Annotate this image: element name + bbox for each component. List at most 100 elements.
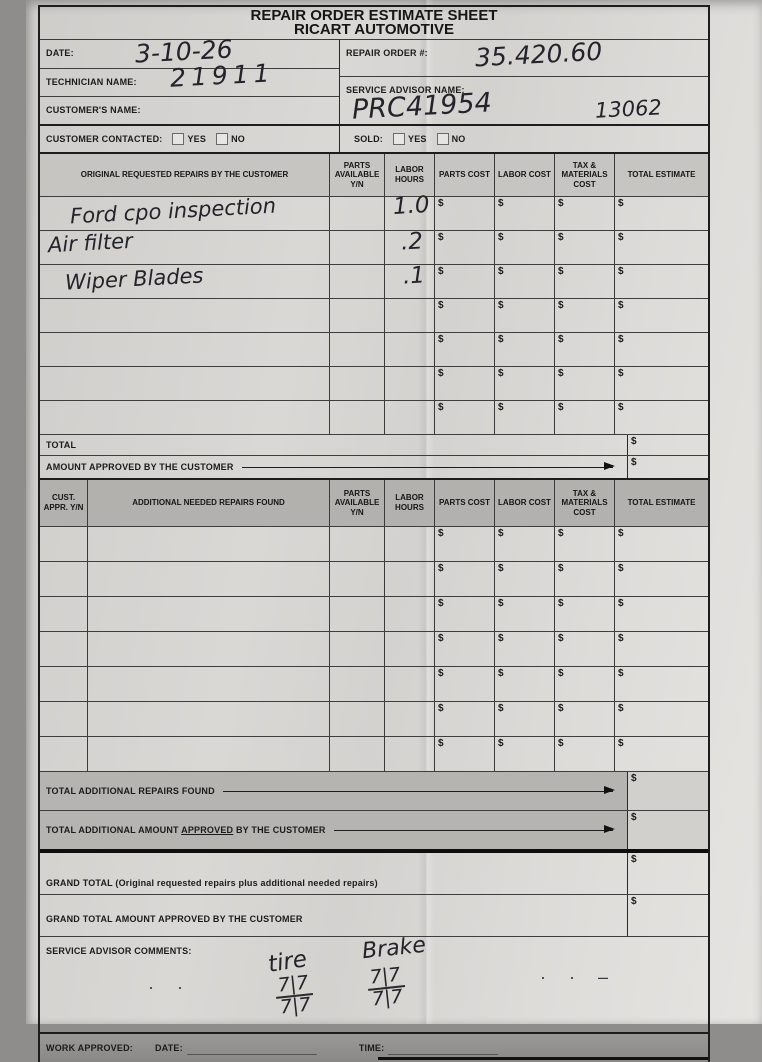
total-additional-approved-label: TOTAL ADDITIONAL AMOUNT APPROVED BY THE … [46, 825, 326, 835]
col-cust-appr: CUST. APPR. Y/N [40, 480, 88, 526]
sold-no-label: NO [451, 134, 466, 144]
original-row-2: Air filter .2 $ $ $ $ [40, 228, 708, 264]
col-tax-materials-cost: TAX & MATERIALS COST [555, 154, 615, 196]
dollar-sign: $ [558, 633, 564, 644]
dollar-sign: $ [558, 528, 564, 539]
stray-ink-marks: · · [148, 977, 192, 997]
dollar-sign: $ [618, 300, 624, 311]
labor-hours-handwritten: .1 [402, 262, 426, 290]
footer-date-label: DATE: [154, 1043, 183, 1053]
dollar-sign: $ [618, 528, 624, 539]
original-table-header: ORIGINAL REQUESTED REPAIRS BY THE CUSTOM… [40, 152, 708, 196]
dollar-sign: $ [618, 703, 624, 714]
additional-row-5: $ $ $ $ [40, 666, 708, 701]
dollar-sign: $ [631, 436, 637, 447]
dollar-sign: $ [498, 232, 504, 243]
dollar-sign: $ [438, 528, 444, 539]
additional-row-2: $ $ $ $ [40, 561, 708, 596]
dollar-sign: $ [498, 368, 504, 379]
labor-hours-handwritten: 1.0 [392, 192, 431, 220]
dollar-sign: $ [618, 198, 624, 209]
customer-contacted-no-checkbox [216, 133, 229, 145]
grand-total-label: GRAND TOTAL (Original requested repairs … [46, 878, 378, 888]
repair-order-label: REPAIR ORDER #: [346, 48, 428, 58]
dollar-sign: $ [438, 703, 444, 714]
additional-row-3: $ $ $ $ [40, 596, 708, 631]
dollar-sign: $ [558, 198, 564, 209]
repair-description-handwritten: Air filter [47, 228, 134, 258]
service-advisor-field: SERVICE ADVISOR NAME: PRC41954 13062 [340, 76, 708, 126]
thick-divider [40, 849, 708, 853]
grand-total-approved-label: GRAND TOTAL AMOUNT APPROVED BY THE CUSTO… [46, 914, 303, 924]
additional-row-4: $ $ $ $ [40, 631, 708, 666]
service-advisor-code-value: 13062 [594, 95, 663, 123]
dollar-sign: $ [498, 703, 504, 714]
sold-yes-checkbox [393, 133, 405, 145]
dollar-sign: $ [438, 598, 444, 609]
dollar-sign: $ [498, 563, 504, 574]
approved-arrow [241, 461, 616, 470]
technician-label: TECHNICIAN NAME: [46, 77, 137, 87]
title-line-2: RICART AUTOMOTIVE [294, 21, 454, 38]
dollar-sign: $ [498, 738, 504, 749]
repair-order-field: REPAIR ORDER #: 35.420.60 [340, 37, 708, 76]
additional-row-6: $ $ $ $ [40, 701, 708, 736]
dollar-sign: $ [558, 300, 564, 311]
dollar-sign: $ [631, 854, 637, 865]
dollar-sign: $ [498, 528, 504, 539]
dollar-sign: $ [558, 738, 564, 749]
grand-total-approved-row: GRAND TOTAL AMOUNT APPROVED BY THE CUSTO… [40, 894, 708, 936]
repair-description-handwritten: Ford cpo inspection [69, 193, 277, 229]
bottom-edge-mark [378, 1057, 708, 1060]
header-left-column: DATE: 3-10-26 TECHNICIAN NAME: 21911 CUS… [40, 34, 340, 124]
sold-yes-label: YES [408, 134, 427, 144]
additional-row-1: $ $ $ $ [40, 526, 708, 561]
technician-handwritten-value: 21911 [169, 58, 276, 93]
dollar-sign: $ [618, 334, 624, 345]
customer-contacted-yes-checkbox [172, 133, 185, 145]
dollar-sign: $ [498, 334, 504, 345]
dollar-sign: $ [558, 598, 564, 609]
amount-approved-label: AMOUNT APPROVED BY THE CUSTOMER [46, 462, 234, 472]
original-row-4: $ $ $ $ [40, 298, 708, 332]
dollar-sign: $ [558, 402, 564, 413]
title-line-1: REPAIR ORDER ESTIMATE SHEET [250, 7, 498, 24]
date-signature-line [186, 1042, 317, 1055]
repair-description-handwritten: Wiper Blades [64, 263, 205, 295]
form-title: REPAIR ORDER ESTIMATE SHEET RICART AUTOM… [40, 7, 708, 39]
col-total-estimate: TOTAL ESTIMATE [627, 170, 696, 180]
repair-order-form: REPAIR ORDER ESTIMATE SHEET RICART AUTOM… [38, 5, 710, 1062]
brake-measurements-handwritten: 7|7 7|7 [365, 964, 407, 1010]
label-suffix: BY THE CUSTOMER [233, 825, 326, 835]
customer-contacted-no-label: NO [231, 134, 245, 144]
dollar-sign: $ [438, 738, 444, 749]
col-parts-available: PARTS AVAILABLE Y/N [330, 154, 385, 196]
dollar-sign: $ [558, 563, 564, 574]
dollar-sign: $ [618, 738, 624, 749]
dollar-sign: $ [438, 266, 444, 277]
label-underlined: APPROVED [181, 825, 234, 835]
col-labor-cost: LABOR COST [495, 154, 555, 196]
customer-contacted-group: CUSTOMER CONTACTED: YES NO [40, 126, 340, 152]
col-labor-hours: LABOR HOURS [385, 154, 435, 196]
original-row-7: $ $ $ $ [40, 400, 708, 434]
original-row-5: $ $ $ $ [40, 332, 708, 366]
customer-contacted-yes-label: YES [187, 134, 207, 144]
original-row-3: Wiper Blades .1 $ $ $ $ [40, 262, 708, 298]
header-right-column: REPAIR ORDER #: 35.420.60 SERVICE ADVISO… [340, 37, 708, 126]
date-label: DATE: [46, 48, 74, 58]
col-labor-cost: LABOR COST [495, 480, 555, 526]
original-total-row: TOTAL $ [40, 434, 708, 455]
col-labor-hours: LABOR HOURS [385, 480, 435, 526]
work-approved-row: WORK APPROVED: DATE: TIME: [40, 1032, 708, 1062]
customer-name-label: CUSTOMER'S NAME: [46, 105, 141, 115]
dollar-sign: $ [618, 668, 624, 679]
date-field: DATE: 3-10-26 [40, 34, 339, 68]
dollar-sign: $ [618, 598, 624, 609]
total-additional-repairs-band: TOTAL ADDITIONAL REPAIRS FOUND $ [40, 771, 708, 810]
col-additional-description: ADDITIONAL NEEDED REPAIRS FOUND [88, 480, 330, 526]
dollar-sign: $ [618, 563, 624, 574]
dollar-sign: $ [558, 668, 564, 679]
customer-contacted-label: CUSTOMER CONTACTED: [46, 134, 163, 144]
dollar-sign: $ [631, 773, 637, 784]
